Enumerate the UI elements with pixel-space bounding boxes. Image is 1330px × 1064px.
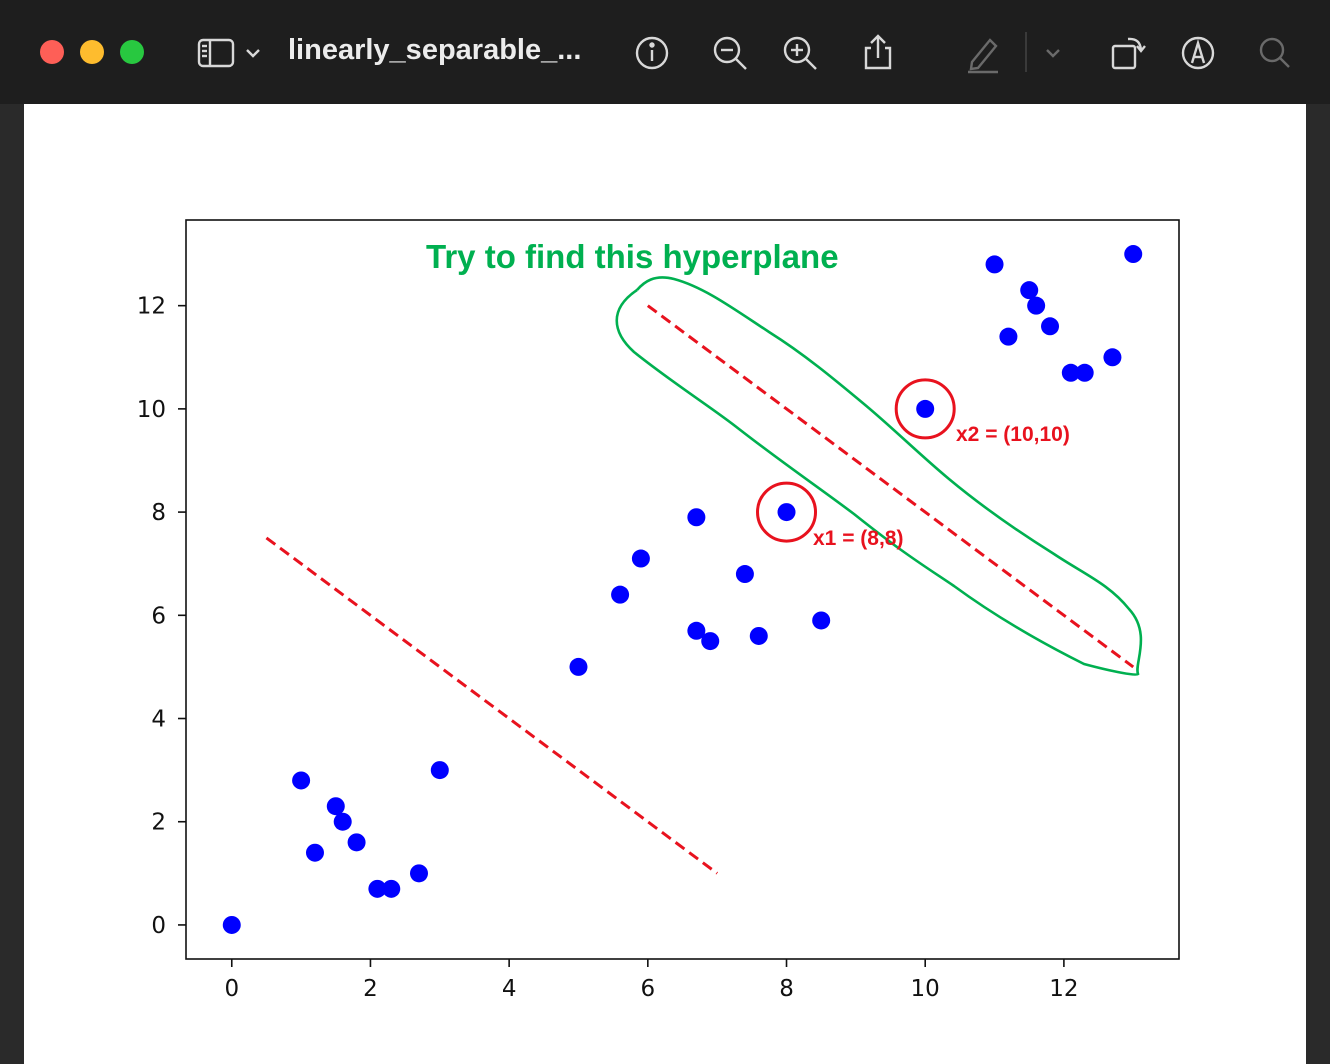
y-axis: 0 2 4 6 8 10 12 [137, 294, 186, 939]
annotate-button[interactable] [1175, 30, 1221, 76]
window-border-right [1306, 104, 1330, 1064]
close-button[interactable] [40, 40, 64, 64]
x-axis: 0 2 4 6 8 10 12 [224, 959, 1079, 1002]
x1-highlight-circle [756, 481, 818, 543]
markup-pen-button[interactable] [960, 30, 1006, 76]
x-tick-label-5: 10 [911, 976, 940, 1002]
rotate-icon [1111, 37, 1146, 70]
zoom-in-icon [783, 36, 817, 70]
data-points [222, 245, 1143, 934]
x1-label: x1 = (8,8) [813, 527, 903, 550]
data-point-28 [1103, 348, 1122, 367]
scatter-chart: 0 2 4 6 8 10 12 0 2 4 6 8 10 12 Try to find this hyp… [137, 219, 1180, 1002]
data-point-2 [305, 843, 324, 862]
x2-label: x2 = (10,10) [956, 423, 1070, 446]
y-tick-label-1: 2 [151, 810, 166, 836]
x-tick-label-4: 8 [779, 976, 794, 1002]
data-point-24 [1027, 296, 1046, 315]
search-button[interactable] [1252, 30, 1298, 76]
zoom-out-icon [713, 36, 747, 70]
data-point-26 [1061, 363, 1080, 382]
data-point-23 [1020, 281, 1039, 300]
markup-options-button[interactable] [1030, 30, 1076, 76]
zoom-out-button[interactable] [707, 30, 753, 76]
data-point-17 [749, 626, 768, 645]
rotate-button[interactable] [1104, 30, 1150, 76]
data-point-5 [347, 833, 366, 852]
window-title: linearly_separable_... [288, 34, 582, 66]
data-point-6 [368, 879, 387, 898]
data-point-25 [1041, 317, 1060, 336]
x-tick-label-0: 0 [224, 976, 239, 1002]
sidebar-toggle-button[interactable] [194, 30, 264, 76]
share-icon [864, 34, 892, 70]
data-point-15 [701, 632, 720, 651]
title-bar: linearly_separable_... [0, 0, 1330, 104]
x-tick-label-2: 4 [502, 976, 517, 1002]
data-point-4 [333, 812, 352, 831]
dashed-line-1 [646, 304, 1135, 669]
data-point-9 [430, 761, 449, 780]
hyperplane-outline-group [615, 276, 1143, 676]
data-point-18 [777, 503, 796, 522]
x2-highlight-circle [894, 378, 956, 440]
info-button[interactable] [629, 30, 675, 76]
y-tick-label-2: 4 [151, 707, 166, 733]
data-point-22 [999, 327, 1018, 346]
data-point-27 [1075, 363, 1094, 382]
data-point-1 [292, 771, 311, 790]
y-tick-label-3: 6 [151, 603, 166, 629]
plot-frame [185, 219, 1180, 960]
data-point-7 [382, 879, 401, 898]
data-point-10 [569, 657, 588, 676]
dashed-line-0 [265, 536, 719, 875]
markup-pen-icon [968, 38, 998, 74]
data-point-14 [687, 621, 706, 640]
info-icon [635, 36, 669, 70]
separator-lines [265, 304, 1135, 875]
data-point-11 [611, 585, 630, 604]
data-point-0 [222, 915, 241, 934]
y-tick-label-5: 10 [137, 397, 166, 423]
chevron-down-icon [1046, 49, 1060, 58]
hyperplane-annotation: Try to find this hyperplane [426, 238, 839, 275]
data-point-29 [1124, 245, 1143, 264]
y-tick-label-4: 8 [151, 500, 166, 526]
data-point-21 [985, 255, 1004, 274]
toolbar-divider [1025, 32, 1027, 72]
data-point-3 [326, 797, 345, 816]
minimize-button[interactable] [80, 40, 104, 64]
data-point-12 [631, 549, 650, 568]
document-canvas: 0 2 4 6 8 10 12 0 2 4 6 8 10 12 Try to find this hyp… [24, 104, 1306, 1064]
y-tick-label-0: 0 [151, 913, 166, 939]
sidebar-icon [197, 38, 235, 68]
zoom-in-button[interactable] [777, 30, 823, 76]
data-point-16 [735, 565, 754, 584]
x-tick-label-1: 2 [363, 976, 378, 1002]
y-tick-label-6: 12 [137, 294, 166, 320]
search-icon [1259, 37, 1290, 68]
zoom-button[interactable] [120, 40, 144, 64]
x-tick-label-6: 12 [1049, 976, 1078, 1002]
window-border-left [0, 104, 24, 1064]
data-point-20 [916, 399, 935, 418]
hyperplane-outline-path [615, 276, 1143, 676]
data-point-19 [812, 611, 831, 630]
x-tick-label-3: 6 [641, 976, 656, 1002]
data-point-13 [687, 508, 706, 527]
share-button[interactable] [855, 30, 901, 76]
chevron-down-icon [246, 49, 260, 58]
data-point-8 [409, 864, 428, 883]
annotate-icon [1181, 36, 1215, 70]
